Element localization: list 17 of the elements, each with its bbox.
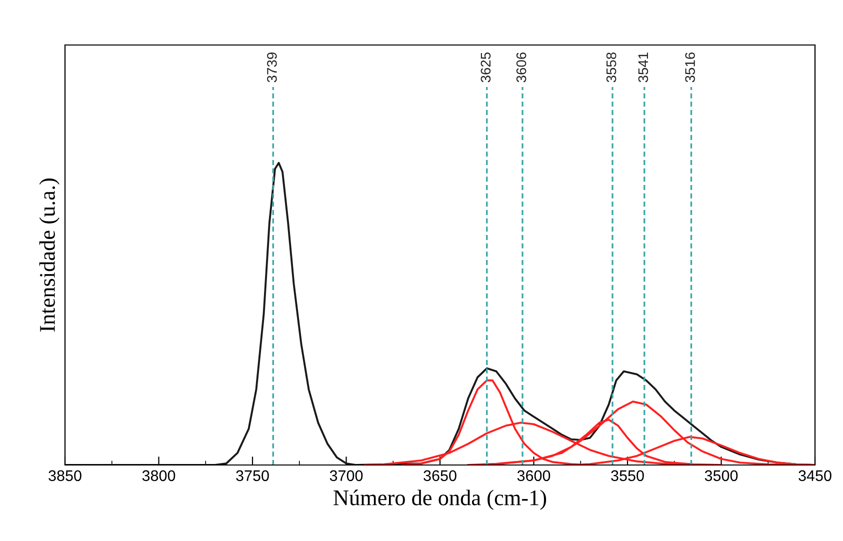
x-tick-label: 3550 bbox=[611, 470, 644, 482]
ref-line-label: 3541 bbox=[638, 52, 648, 82]
x-tick-label: 3800 bbox=[142, 470, 176, 482]
ref-line-label: 3516 bbox=[685, 52, 695, 82]
x-tick-label: 3700 bbox=[330, 470, 363, 482]
ref-line-label: 3606 bbox=[516, 52, 526, 82]
y-axis-title: Intensidade (u.a.) bbox=[39, 178, 60, 332]
x-tick-label: 3450 bbox=[798, 470, 832, 482]
x-tick-label: 3600 bbox=[517, 470, 550, 482]
x-tick-label: 3750 bbox=[236, 470, 269, 482]
x-tick-label: 3650 bbox=[424, 470, 456, 482]
x-tick-label: 3850 bbox=[48, 470, 82, 482]
x-axis-title: Número de onda (cm-1) bbox=[334, 490, 546, 510]
ref-line-label: 3558 bbox=[606, 52, 616, 82]
ref-line-label: 3739 bbox=[267, 52, 277, 82]
x-tick-label: 3500 bbox=[704, 470, 738, 482]
ref-line-label: 3625 bbox=[480, 52, 491, 82]
